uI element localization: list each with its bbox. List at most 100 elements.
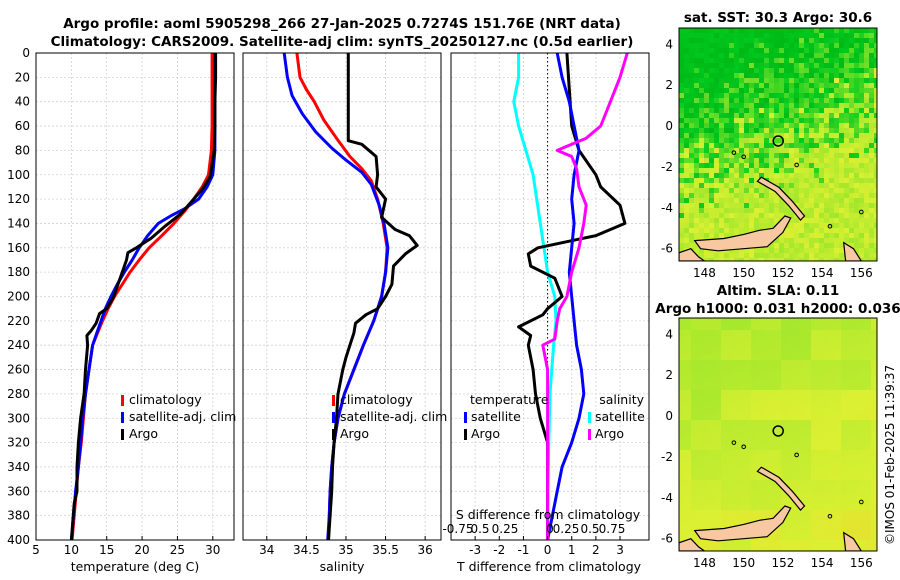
- map-cell: [814, 148, 820, 154]
- map-cell: [769, 534, 776, 541]
- map-cell: [854, 233, 860, 239]
- map-cell: [714, 88, 720, 94]
- map-cell: [794, 78, 800, 84]
- map-cell: [834, 233, 840, 239]
- map-cell: [733, 468, 740, 475]
- map-cell: [699, 193, 705, 199]
- map-cell: [691, 504, 698, 511]
- map-cell: [759, 38, 765, 44]
- map-cell: [759, 173, 765, 179]
- map-cell: [709, 258, 715, 261]
- map-cell: [733, 366, 740, 373]
- map-cell: [715, 414, 722, 421]
- map-cell: [839, 148, 845, 154]
- map-y-tick-label: 0: [665, 119, 673, 133]
- map-cell: [865, 336, 872, 343]
- map-cell: [745, 504, 752, 511]
- map-cell: [829, 228, 835, 234]
- map-cell: [697, 516, 704, 523]
- map-cell: [854, 63, 860, 69]
- map-cell: [715, 504, 722, 511]
- map-cell: [844, 168, 850, 174]
- map-cell: [799, 450, 806, 457]
- map-cell: [874, 68, 877, 74]
- map-cell: [793, 510, 800, 517]
- map-cell: [763, 414, 770, 421]
- map-cell: [829, 88, 835, 94]
- map-cell: [709, 336, 716, 343]
- map-cell: [709, 360, 716, 367]
- map-cell: [733, 390, 740, 397]
- map-cell: [853, 468, 860, 475]
- map-cell: [769, 480, 776, 487]
- map-cell: [835, 384, 842, 391]
- map-cell: [869, 173, 875, 179]
- top-tick-label: -0.75: [442, 522, 473, 536]
- map-cell: [719, 193, 725, 199]
- map-cell: [805, 468, 812, 475]
- map-cell: [794, 83, 800, 89]
- map-cell: [805, 480, 812, 487]
- map-cell: [859, 28, 865, 34]
- map-cell: [703, 414, 710, 421]
- map-cell: [694, 138, 700, 144]
- map-cell: [811, 444, 818, 451]
- map-cell: [787, 330, 794, 337]
- map-cell: [691, 498, 698, 505]
- map-cell: [703, 462, 710, 469]
- map-cell: [844, 223, 850, 229]
- map-cell: [679, 148, 685, 154]
- map-cell: [694, 123, 700, 129]
- map-cell: [724, 138, 730, 144]
- map-cell: [793, 378, 800, 385]
- map-cell: [679, 163, 685, 169]
- map-cell: [853, 438, 860, 445]
- map-cell: [719, 208, 725, 214]
- x-tick-label: 25: [170, 543, 185, 557]
- map-cell: [849, 143, 855, 149]
- map-cell: [729, 178, 735, 184]
- map-cell: [704, 43, 710, 49]
- map-cell: [817, 528, 824, 535]
- map-cell: [757, 324, 764, 331]
- map-cell: [679, 173, 685, 179]
- map-cell: [853, 336, 860, 343]
- map-cell: [839, 53, 845, 59]
- map-cell: [817, 462, 824, 469]
- map-cell: [793, 522, 800, 529]
- map-cell: [724, 73, 730, 79]
- map-cell: [714, 193, 720, 199]
- map-cell: [835, 444, 842, 451]
- map-cell: [764, 163, 770, 169]
- map-cell: [714, 113, 720, 119]
- map-cell: [719, 253, 725, 259]
- map-cell: [679, 133, 685, 139]
- map-cell: [809, 123, 815, 129]
- map-cell: [824, 208, 830, 214]
- map-cell: [859, 402, 866, 409]
- map-cell: [841, 438, 848, 445]
- map-cell: [799, 38, 805, 44]
- map-cell: [734, 93, 740, 99]
- map-cell: [744, 183, 750, 189]
- map-cell: [817, 348, 824, 355]
- map-cell: [769, 193, 775, 199]
- map-cell: [871, 528, 877, 535]
- map-cell: [799, 178, 805, 184]
- map-cell: [859, 348, 866, 355]
- map-cell: [829, 318, 836, 325]
- map-cell: [793, 426, 800, 433]
- map-cell: [854, 28, 860, 34]
- map-cell: [849, 48, 855, 54]
- map-cell: [859, 158, 865, 164]
- series-group: [512, 53, 629, 540]
- map-cell: [739, 504, 746, 511]
- map-cell: [739, 43, 745, 49]
- map-cell: [793, 420, 800, 427]
- map-cell: [781, 456, 788, 463]
- map-cell: [694, 113, 700, 119]
- map-cell: [733, 498, 740, 505]
- map-cell: [854, 38, 860, 44]
- map-cell: [779, 213, 785, 219]
- map-cell: [789, 148, 795, 154]
